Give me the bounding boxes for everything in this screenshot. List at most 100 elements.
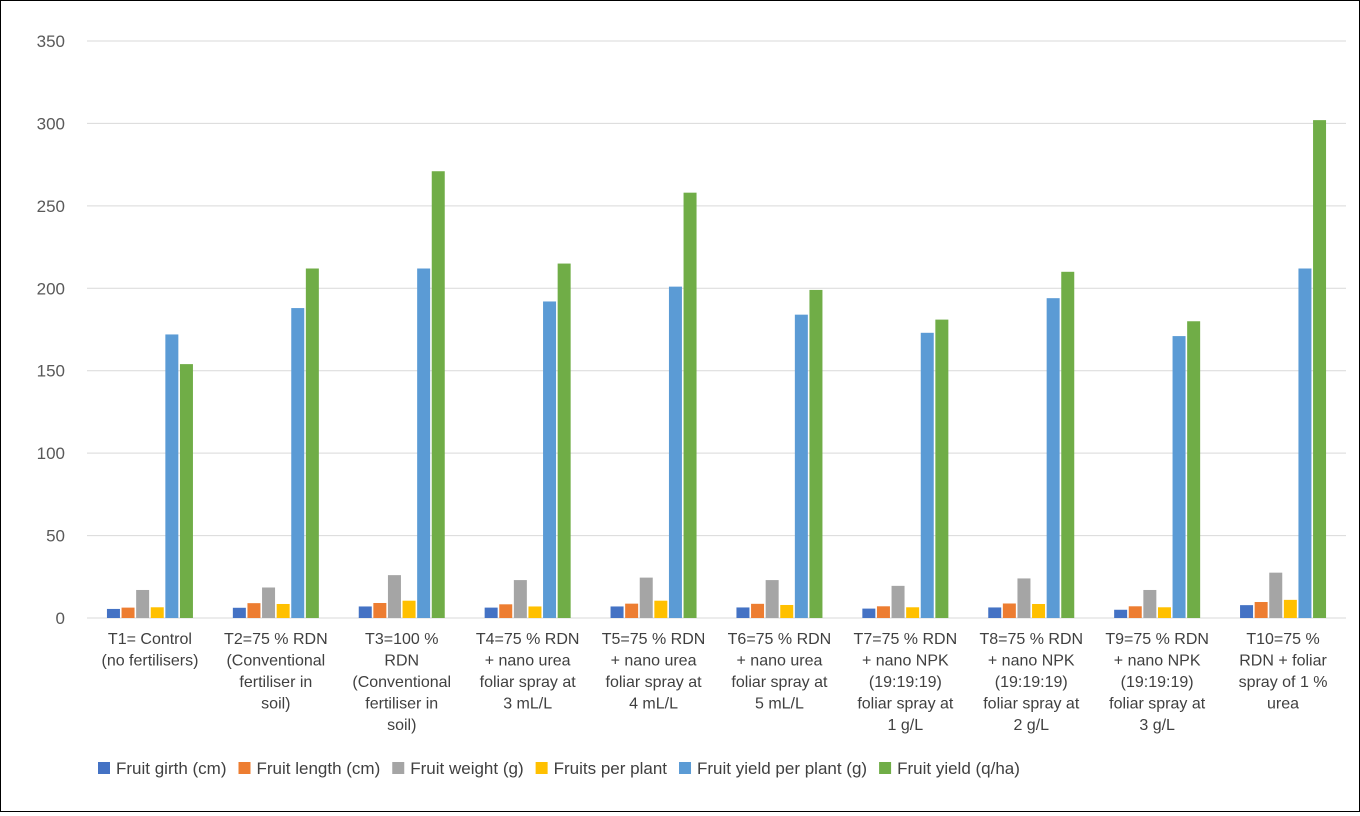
bar-fruit-yield-per-plant-g-2	[291, 308, 305, 618]
x-category-label-line: (no fertilisers)	[101, 653, 198, 670]
bar-fruit-yield-q-ha-8	[1061, 271, 1075, 618]
x-category-label-line: T9=75 % RDN	[1105, 631, 1209, 648]
x-category-label-line: 2 g/L	[1013, 717, 1049, 734]
x-category-label-line: (19:19:19)	[869, 674, 942, 691]
x-category-label-line: T10=75 %	[1246, 631, 1319, 648]
x-category-label-line: spray of 1 %	[1239, 674, 1328, 691]
bar-fruit-weight-g-7	[891, 585, 905, 618]
x-category-label: T6=75 % RDN + nano urea foliar spray at 5 m…	[728, 631, 832, 713]
x-category-label-line: T3=100 %	[365, 631, 438, 648]
legend-swatch	[392, 762, 405, 774]
bar-fruit-length-cm-4	[499, 604, 513, 618]
bar-fruit-yield-per-plant-g-8	[1046, 298, 1060, 618]
bar-fruit-weight-g-8	[1017, 578, 1031, 618]
bar-fruits-per-plant-10	[1283, 599, 1297, 618]
x-category-label: T4=75 % RDN + nano urea foliar spray at 3 m…	[476, 631, 580, 713]
bar-fruit-length-cm-6	[751, 603, 765, 618]
y-tick-label: 50	[46, 527, 65, 546]
bar-fruit-girth-cm-2	[232, 607, 246, 618]
x-category-label-line: + nano urea	[611, 653, 697, 670]
legend: Fruit girth (cm) Fruit length (cm) Fruit w…	[98, 759, 1020, 778]
x-axis-categories: T1= Control (no fertilisers) T2=75 % RDN (C…	[101, 631, 1327, 734]
legend-swatch	[98, 762, 110, 774]
bar-fruits-per-plant-4	[528, 606, 542, 618]
x-category-label-line: foliar spray at	[480, 674, 577, 691]
bar-fruit-yield-q-ha-2	[305, 268, 319, 618]
x-category-label: T5=75 % RDN + nano urea foliar spray at 4 m…	[602, 631, 706, 713]
bar-fruit-weight-g-9	[1143, 589, 1157, 618]
bar-fruit-yield-q-ha-7	[935, 319, 949, 618]
bar-fruits-per-plant-8	[1032, 603, 1046, 618]
bar-fruit-yield-per-plant-g-3	[417, 268, 431, 618]
y-tick-label: 300	[37, 114, 65, 133]
bar-fruits-per-plant-9	[1157, 607, 1171, 618]
x-category-label-line: T5=75 % RDN	[602, 631, 706, 648]
x-category-label: T10=75 % RDN + foliar spray of 1 % urea	[1239, 631, 1328, 713]
x-category-label-line: urea	[1267, 696, 1299, 713]
x-category-label-line: fertiliser in	[239, 674, 312, 691]
bar-fruit-yield-per-plant-g-5	[668, 286, 682, 618]
legend-label: Fruit yield per plant (g)	[697, 759, 867, 778]
x-category-label-line: + nano NPK	[988, 653, 1075, 670]
x-category-label-line: foliar spray at	[983, 696, 1080, 713]
bar-fruit-length-cm-2	[247, 603, 261, 618]
x-category-label-line: T2=75 % RDN	[224, 631, 328, 648]
x-category-label-line: + nano urea	[737, 653, 823, 670]
x-category-label-line: T4=75 % RDN	[476, 631, 580, 648]
x-category-label: T9=75 % RDN + nano NPK (19:19:19) foliar sp…	[1105, 631, 1209, 734]
bar-fruit-yield-q-ha-5	[683, 192, 697, 618]
bar-fruit-yield-q-ha-4	[557, 263, 571, 618]
x-category-label-line: (Conventional	[352, 674, 451, 691]
x-category-label-line: RDN + foliar	[1239, 653, 1327, 670]
bar-fruit-girth-cm-5	[610, 606, 624, 618]
x-category-label-line: foliar spray at	[731, 674, 828, 691]
bar-fruit-weight-g-4	[513, 580, 527, 618]
x-category-label-line: + nano urea	[485, 653, 571, 670]
bar-fruit-weight-g-1	[136, 589, 150, 618]
bar-fruit-yield-q-ha-3	[431, 171, 445, 619]
bar-fruits-per-plant-5	[654, 600, 668, 618]
x-category-label-line: T8=75 % RDN	[979, 631, 1083, 648]
bar-fruits-per-plant-2	[276, 603, 290, 618]
x-category-label-line: soil)	[261, 696, 290, 713]
x-category-label-line: 3 g/L	[1139, 717, 1175, 734]
bar-fruit-yield-per-plant-g-1	[165, 334, 179, 618]
bar-fruits-per-plant-7	[906, 607, 920, 618]
x-category-label-line: soil)	[387, 717, 416, 734]
x-category-label-line: 3 mL/L	[503, 696, 552, 713]
bar-fruit-weight-g-3	[387, 575, 401, 618]
legend-swatch	[535, 762, 548, 774]
bar-fruit-length-cm-7	[876, 606, 890, 618]
bar-fruit-girth-cm-3	[358, 606, 372, 618]
x-category-label-line: 4 mL/L	[629, 696, 678, 713]
x-category-label-line: T1= Control	[108, 631, 192, 648]
x-category-label: T8=75 % RDN + nano NPK (19:19:19) foliar sp…	[979, 631, 1083, 734]
x-category-label-line: fertiliser in	[365, 696, 438, 713]
x-category-label: T3=100 % RDN (Conventional fertiliser in soi…	[352, 631, 451, 734]
bar-fruit-length-cm-3	[373, 602, 387, 618]
legend-swatch	[879, 762, 892, 774]
bar-fruit-yield-per-plant-g-10	[1298, 268, 1312, 618]
bar-fruit-girth-cm-9	[1114, 609, 1128, 618]
x-category-label-line: foliar spray at	[1109, 696, 1206, 713]
x-category-label: T1= Control (no fertilisers)	[101, 631, 198, 670]
y-tick-label: 0	[56, 609, 65, 628]
x-category-label-line: + nano NPK	[862, 653, 949, 670]
legend-label: Fruits per plant	[554, 759, 668, 778]
legend-label: Fruit length (cm)	[257, 759, 381, 778]
legend-label: Fruit yield (q/ha)	[897, 759, 1020, 778]
legend-swatch	[238, 762, 251, 774]
y-tick-label: 150	[37, 362, 65, 381]
bar-fruit-girth-cm-8	[988, 607, 1002, 618]
x-category-label-line: + nano NPK	[1114, 653, 1201, 670]
y-tick-label: 100	[37, 444, 65, 463]
x-category-label: T2=75 % RDN (Conventional fertiliser in soi…	[224, 631, 328, 713]
bar-fruit-length-cm-5	[625, 603, 639, 618]
bar-fruit-length-cm-10	[1254, 602, 1268, 618]
bar-fruit-yield-per-plant-g-6	[794, 314, 808, 618]
legend-label: Fruit girth (cm)	[116, 759, 227, 778]
bar-fruit-girth-cm-7	[862, 608, 876, 618]
bar-fruit-weight-g-2	[262, 587, 276, 618]
